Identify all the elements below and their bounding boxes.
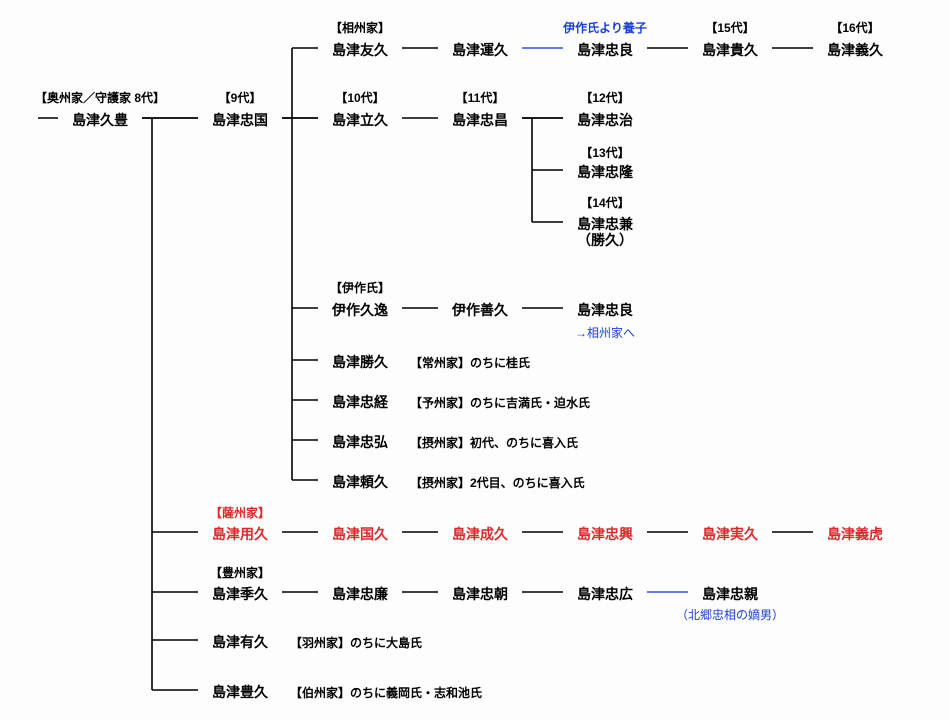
gl-14: 【14代】	[535, 194, 675, 211]
n-tadatomo: 島津忠朝	[420, 584, 540, 604]
n-isaku-yoshi: 伊作善久	[420, 300, 540, 320]
gl-12: 【12代】	[535, 89, 675, 106]
gl-16: 【16代】	[785, 19, 925, 36]
gl-soshu: 【相州家】	[290, 19, 430, 36]
n-narihisa: 島津成久	[420, 524, 540, 544]
bn-hongo: （北郷忠相の嫡男）	[670, 606, 790, 623]
sn-tadahiro: 【摂州家】初代、のちに喜入氏	[410, 434, 578, 451]
n-katsuhisa: 島津勝久	[300, 352, 420, 372]
sn-katsu: 【常州家】のちに桂氏	[410, 354, 530, 371]
n-tadachika: 島津忠親	[670, 584, 790, 604]
et-katsuhisa: （勝久）	[545, 230, 665, 250]
gl-8: 【奥州家／守護家 8代】	[30, 89, 170, 106]
gl-11: 【11代】	[410, 89, 550, 106]
n-suehisa: 島津季久	[180, 584, 300, 604]
cl-isaku-adopt: 伊作氏より養子	[545, 19, 665, 36]
gl-isaku: 【伊作氏】	[290, 279, 430, 296]
n-takahisa: 島津貴久	[670, 40, 790, 60]
n-tadatsune: 島津忠経	[300, 392, 420, 412]
n-tadayoshi2: 島津忠良	[545, 300, 665, 320]
n-yorihisa: 島津頼久	[300, 472, 420, 492]
n-toyohisa: 島津豊久	[180, 682, 300, 702]
sn-yorihisa: 【摂州家】2代目、のちに喜入氏	[410, 474, 585, 491]
n-tadahiro: 島津忠弘	[300, 432, 420, 452]
n-tadataka: 島津忠隆	[545, 162, 665, 182]
n-tadakado: 島津忠廉	[300, 584, 420, 604]
gl-9: 【9代】	[170, 89, 310, 106]
n-tadahiro2: 島津忠広	[545, 584, 665, 604]
sn-tadatsune: 【予州家】のちに吉満氏・迫水氏	[410, 394, 590, 411]
bn-soshu: →相州家へ	[575, 324, 635, 341]
gl-13: 【13代】	[535, 144, 675, 161]
n-yoshihisa: 島津義久	[795, 40, 915, 60]
n-hisatoyo: 島津久豊	[40, 110, 160, 130]
n-tadaharu: 島津忠治	[545, 110, 665, 130]
n-isaku-hisa: 伊作久逸	[300, 300, 420, 320]
n-tatsuhisa: 島津立久	[300, 110, 420, 130]
n-unhisa: 島津運久	[420, 40, 540, 60]
n-yoshitora: 島津義虎	[795, 524, 915, 544]
cl-hoshu: 【豊州家】	[180, 564, 300, 581]
cl-sasshu: 【薩州家】	[180, 504, 300, 521]
n-tadakuni: 島津忠国	[180, 110, 300, 130]
n-sanehisa: 島津実久	[670, 524, 790, 544]
n-mochihisa: 島津用久	[180, 524, 300, 544]
sn-toyohisa: 【伯州家】のちに義岡氏・志和池氏	[290, 684, 482, 701]
n-tadamasa: 島津忠昌	[420, 110, 540, 130]
n-arihisa: 島津有久	[180, 632, 300, 652]
gl-10: 【10代】	[290, 89, 430, 106]
n-tadayoshi1: 島津忠良	[545, 40, 665, 60]
sn-arihisa: 【羽州家】のちに大島氏	[290, 634, 422, 651]
n-kunihisa: 島津国久	[300, 524, 420, 544]
gl-15: 【15代】	[660, 19, 800, 36]
n-tomohisa: 島津友久	[300, 40, 420, 60]
n-tadaoki: 島津忠興	[545, 524, 665, 544]
